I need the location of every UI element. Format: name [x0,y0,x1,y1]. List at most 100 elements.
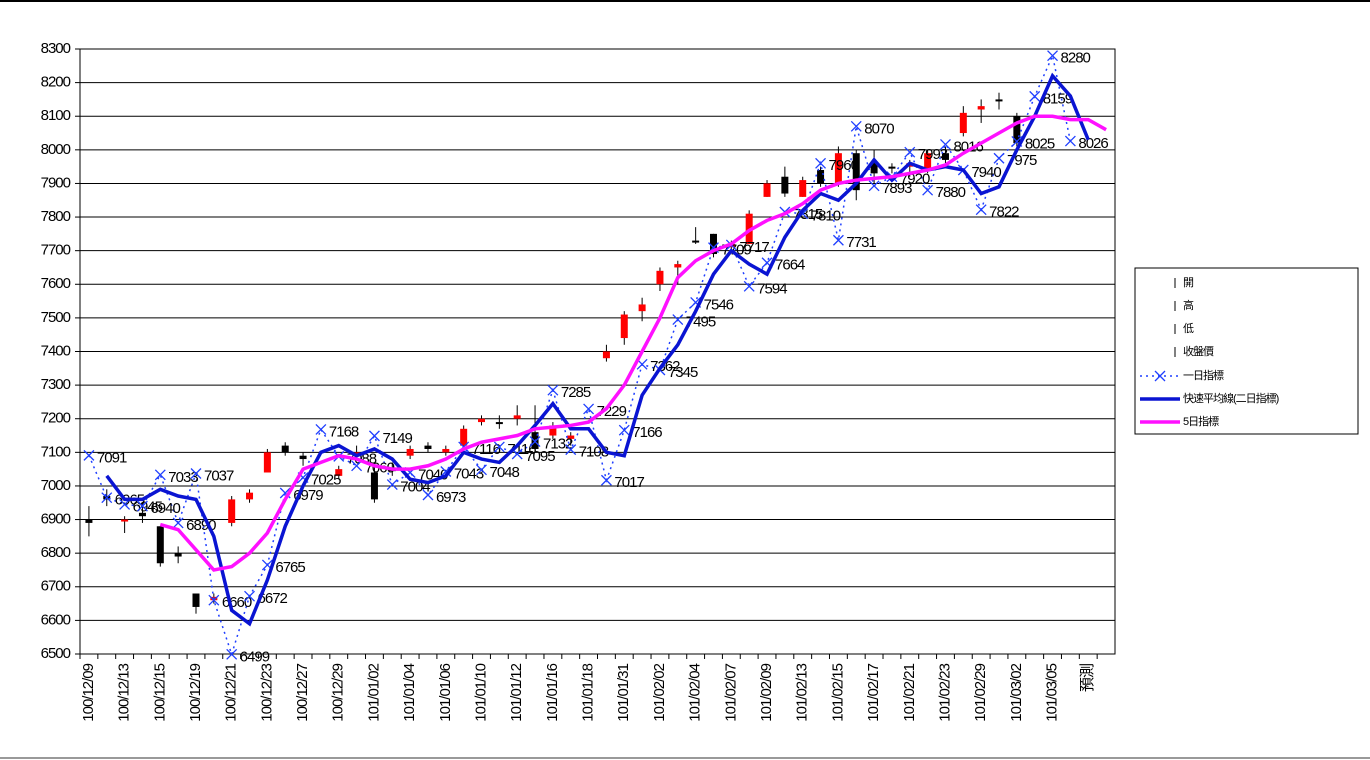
candle-body [228,499,236,523]
data-label: 7043 [454,465,484,482]
data-label: 7960 [829,157,859,174]
marker [850,120,862,132]
data-label: 7095 [525,448,555,465]
candle-body [656,270,664,285]
data-label: 8070 [864,120,894,137]
candle-body [799,180,807,197]
candle-body [192,593,200,607]
data-label: 7091 [97,449,127,466]
marker [386,479,398,491]
x-tick-label: 101/02/29 [972,663,989,721]
x-tick-label: 101/01/12 [508,663,525,721]
marker [600,474,612,486]
marker [1029,90,1041,102]
data-label: 8280 [1061,50,1091,67]
series-line [159,114,1107,572]
marker [583,403,595,415]
legend-label: 低 [1183,322,1194,335]
marker [440,466,452,477]
legend-label: 5日指標 [1183,414,1219,428]
candle-body [674,264,682,268]
data-label: 7037 [204,467,234,484]
y-tick-label: 6700 [41,578,71,595]
y-tick-label: 7300 [41,376,71,393]
marker [743,280,755,292]
legend-label: 一日指標 [1183,368,1224,382]
x-tick-label: 101/01/02 [365,663,382,721]
marker [565,444,577,456]
y-tick-label: 6900 [41,511,71,528]
marker [190,468,202,479]
candle-body [602,351,610,359]
candle-body [174,553,182,557]
candle-body [870,163,878,174]
candle-body [941,153,949,160]
data-label: 7594 [757,280,787,297]
data-label: 6940 [150,500,180,517]
x-tick-label: 101/02/23 [936,663,953,721]
x-tick-label: 101/01/31 [615,663,632,721]
y-tick-label: 8100 [41,107,71,124]
data-label: 7017 [614,474,644,491]
candle-body [817,170,825,184]
marker [368,430,380,442]
data-label: 7810 [811,208,841,225]
x-tick-label: 100/12/29 [330,663,347,721]
candle-body [424,445,432,449]
marker [1064,135,1076,147]
marker [547,384,559,396]
x-tick-label: 101/02/09 [758,663,775,721]
y-tick-label: 7600 [41,275,71,292]
data-label: 6672 [258,590,288,607]
candle-body [924,153,932,170]
y-tick-label: 7700 [41,242,71,259]
x-tick-label: 101/02/21 [901,663,918,721]
x-tick-label: 100/12/27 [294,663,311,721]
candle-body [495,422,503,425]
candle-body [834,153,842,184]
marker [226,648,238,660]
data-label: 7025 [311,472,341,489]
x-tick-label: 100/12/21 [223,663,240,721]
data-label: 7546 [704,296,734,313]
data-label: 7815 [793,206,823,223]
x-tick-label: 101/02/15 [829,663,846,721]
x-tick-label: 101/03/02 [1008,663,1025,721]
candle-body [549,425,557,436]
x-tick-label: 100/12/13 [116,663,133,721]
data-label: 7033 [168,469,198,486]
y-tick-label: 7400 [41,342,71,359]
x-tick-label: 100/12/19 [187,663,204,721]
data-label: 7166 [632,424,662,441]
marker [672,314,684,326]
data-label: 7132 [543,436,573,453]
marker [975,204,987,216]
marker [101,492,113,504]
candle-body [781,176,789,194]
candle-body [567,435,575,439]
marker [815,157,827,169]
x-tick-label: 100/12/15 [151,663,168,721]
data-label: 6973 [436,489,466,506]
marker [244,590,255,602]
data-label: 6499 [240,648,270,665]
candle-body [888,166,896,169]
candle-body [513,415,521,419]
marker [172,517,184,529]
marker [136,500,148,512]
marker [493,441,505,453]
candle-body [692,240,700,243]
x-tick-label: 101/01/16 [544,663,561,721]
marker [922,184,934,196]
y-tick-label: 7200 [41,410,71,427]
y-tick-label: 8000 [41,141,71,158]
x-tick-label: 101/01/04 [401,663,418,721]
data-label: 7940 [971,164,1001,181]
marker [618,424,630,436]
data-label: 7048 [490,464,520,481]
candle-body [995,99,1003,102]
data-label: 7731 [846,234,876,251]
candle-body [406,448,414,456]
candle-body [852,153,860,191]
